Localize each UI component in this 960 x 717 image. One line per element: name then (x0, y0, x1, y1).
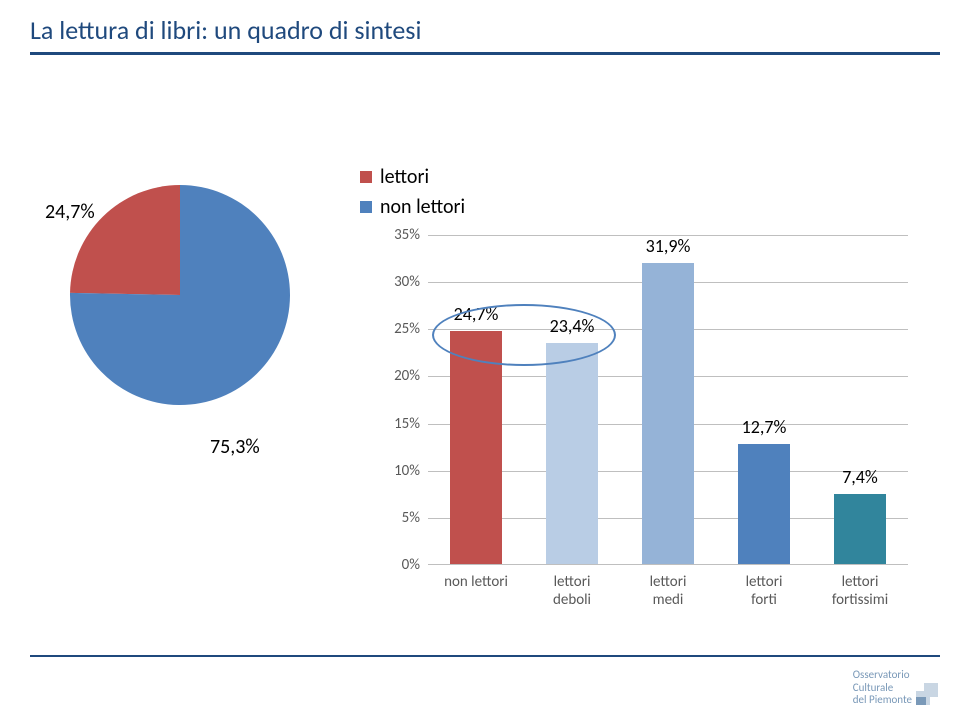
bar-value-label: 23,4% (524, 315, 620, 337)
logo-line3: del Piemonte (853, 693, 912, 706)
bar-value-label: 12,7% (716, 416, 812, 438)
y-tick-label: 35% (380, 226, 420, 244)
footer-divider (30, 655, 940, 657)
pie-svg (60, 175, 300, 415)
y-tick-label: 25% (380, 320, 420, 338)
legend-label-lettori: lettori (380, 165, 429, 189)
bar-value-label: 7,4% (812, 466, 908, 488)
bar-value-label: 24,7% (428, 303, 524, 325)
footer-logo-icon (916, 683, 938, 705)
x-tick-label: non lettori (428, 573, 524, 591)
y-tick-label: 5% (380, 509, 420, 527)
y-tick-label: 30% (380, 273, 420, 291)
bar-plot-area: 24,7%23,4% 31,9% 12,7% 7,4% (428, 235, 908, 565)
logo-line1: Osservatorio (853, 668, 910, 681)
bar (450, 331, 502, 564)
pie-label-nonlettori: 75,3% (210, 435, 260, 459)
x-tick-label: lettorifortissimi (812, 573, 908, 609)
x-tick-label: lettorideboli (524, 573, 620, 609)
bar (546, 343, 598, 564)
content-area: 24,7% 75,3% lettori non lettori 24,7%23,… (0, 55, 960, 655)
legend-swatch-lettori (360, 171, 372, 183)
y-tick-label: 10% (380, 462, 420, 480)
pie-label-lettori: 24,7% (45, 200, 95, 224)
legend-item-nonlettori: non lettori (360, 195, 465, 219)
y-tick-label: 20% (380, 367, 420, 385)
legend-label-nonlettori: non lettori (380, 195, 465, 219)
pie-legend: lettori non lettori (360, 165, 465, 225)
footer-logo: Osservatorio Culturale del Piemonte (853, 669, 938, 707)
bar (834, 494, 886, 564)
bar-chart: 24,7%23,4% 31,9% 12,7% 7,4% 0% 5% 10% 15% 20% 25… (380, 235, 920, 655)
bar-value-label: 31,9% (620, 235, 716, 257)
y-tick-label: 0% (380, 556, 420, 574)
logo-line2: Culturale (853, 681, 894, 694)
bar (738, 444, 790, 564)
pie-chart: 24,7% 75,3% (40, 145, 320, 420)
page-title: La lettura di libri: un quadro di sintes… (0, 0, 960, 52)
bar (642, 263, 694, 564)
legend-item-lettori: lettori (360, 165, 465, 189)
legend-swatch-nonlettori (360, 201, 372, 213)
y-tick-label: 15% (380, 415, 420, 433)
x-tick-label: lettoriforti (716, 573, 812, 609)
x-tick-label: lettorimedi (620, 573, 716, 609)
